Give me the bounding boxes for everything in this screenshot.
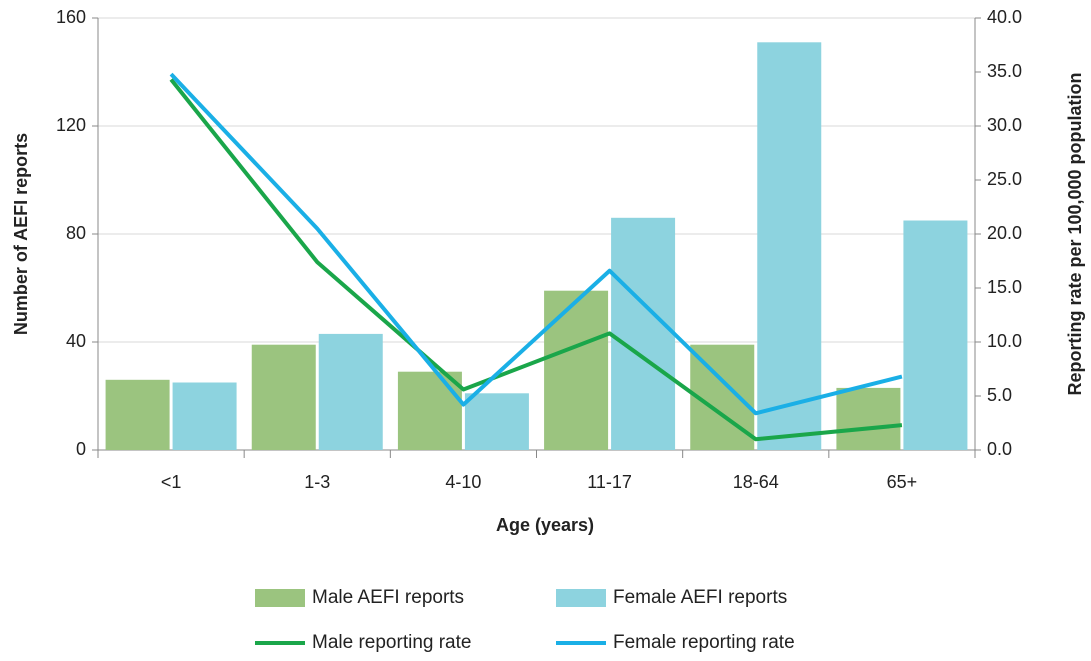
y2-tick-label: 35.0 <box>987 61 1022 81</box>
y2-tick-label: 0.0 <box>987 439 1012 459</box>
legend-label: Female AEFI reports <box>613 587 787 608</box>
legend-label: Male AEFI reports <box>312 587 464 608</box>
bar <box>464 393 529 450</box>
y-axis-title: Number of AEFI reports <box>11 133 31 335</box>
bar <box>544 290 609 450</box>
y2-tick-label: 15.0 <box>987 277 1022 297</box>
legend-label: Female reporting rate <box>613 632 795 653</box>
bar <box>757 42 822 451</box>
x-axis-title: Age (years) <box>496 515 594 535</box>
y2-tick-label: 5.0 <box>987 385 1012 405</box>
x-tick-label: 4-10 <box>445 472 481 492</box>
y2-tick-label: 25.0 <box>987 169 1022 189</box>
bar <box>836 387 901 450</box>
y2-tick-label: 20.0 <box>987 223 1022 243</box>
line <box>169 72 903 416</box>
bar <box>903 220 968 450</box>
y-tick-label: 40 <box>66 331 86 351</box>
bar <box>397 371 462 450</box>
y-tick-label: 80 <box>66 223 86 243</box>
bar <box>318 333 383 450</box>
legend-swatch <box>556 589 606 607</box>
x-tick-label: <1 <box>161 472 182 492</box>
bar <box>611 217 676 450</box>
y-tick-label: 160 <box>56 7 86 27</box>
x-tick-label: 18-64 <box>733 472 779 492</box>
y2-axis-title: Reporting rate per 100,000 population <box>1065 72 1085 395</box>
x-tick-label: 1-3 <box>304 472 330 492</box>
line <box>169 78 903 442</box>
legend-label: Male reporting rate <box>312 632 471 653</box>
bar <box>105 379 170 450</box>
y-tick-label: 120 <box>56 115 86 135</box>
y2-tick-label: 30.0 <box>987 115 1022 135</box>
bar <box>172 382 237 450</box>
y-tick-label: 0 <box>76 439 86 459</box>
y2-tick-label: 40.0 <box>987 7 1022 27</box>
x-tick-label: 65+ <box>887 472 918 492</box>
x-tick-label: 11-17 <box>587 472 632 492</box>
bar <box>251 344 316 450</box>
y2-tick-label: 10.0 <box>987 331 1022 351</box>
legend-swatch <box>255 589 305 607</box>
